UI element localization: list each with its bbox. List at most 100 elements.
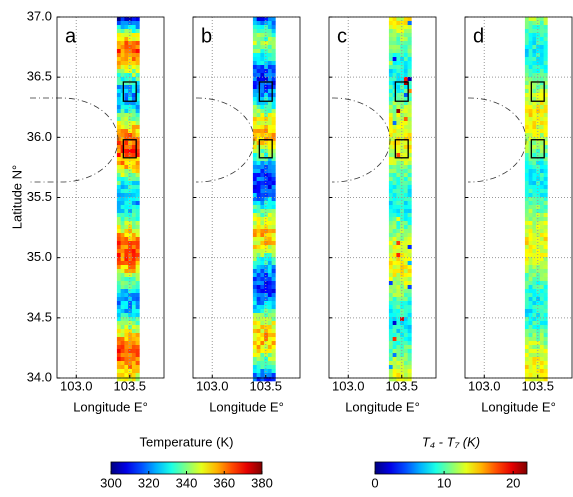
swath-pixel (407, 193, 412, 198)
swath-pixel (116, 349, 121, 354)
swath-pixel (396, 325, 401, 330)
swath-pixel (524, 85, 529, 90)
swath-pixel (532, 149, 537, 154)
swath-pixel (116, 221, 121, 226)
swath-pixel (260, 129, 265, 134)
swath-pixel (124, 357, 129, 362)
swath-pixel (536, 353, 541, 358)
swath-pixel (388, 329, 393, 334)
swath-pixel (128, 145, 133, 150)
swath-pixel (524, 233, 529, 238)
swath-pixel (524, 253, 529, 258)
swath-pixel (116, 285, 121, 290)
swath-pixel (116, 373, 121, 378)
swath-pixel (131, 125, 136, 130)
swath-pixel (528, 281, 533, 286)
swath-pixel (392, 89, 397, 94)
swath-pixel (539, 29, 544, 34)
swath-pixel (396, 17, 401, 22)
swath-pixel (124, 373, 129, 378)
swath-pixel (392, 45, 397, 50)
swath-pixel (532, 325, 537, 330)
swath-pixel (539, 49, 544, 54)
swath-pixel (532, 333, 537, 338)
swath-pixel (124, 317, 129, 322)
swath-pixel (267, 141, 272, 146)
swath-pixel (264, 293, 269, 298)
swath-pixel (271, 121, 276, 126)
swath-pixel (124, 345, 129, 350)
swath-pixel (532, 117, 537, 122)
swath-pixel (120, 297, 125, 302)
swath-pixel (536, 121, 541, 126)
swath-pixel (392, 305, 397, 310)
swath-pixel (392, 109, 397, 114)
swath-pixel (264, 329, 269, 334)
swath-pixel (524, 337, 529, 342)
swath-pixel (264, 377, 269, 382)
swath-pixel (396, 365, 401, 370)
swath-pixel (116, 153, 121, 158)
swath-pixel (120, 213, 125, 218)
swath-pixel (539, 297, 544, 302)
swath-pixel (256, 265, 261, 270)
swath-pixel (400, 169, 405, 174)
swath-pixel (388, 33, 393, 38)
swath-pixel (128, 377, 133, 382)
swath-pixel (388, 105, 393, 110)
swath-pixel (407, 321, 412, 326)
swath-pixel (536, 241, 541, 246)
swath-pixel (388, 93, 393, 98)
swath-pixel (396, 121, 401, 126)
swath-pixel (539, 361, 544, 366)
swath-pixel (407, 137, 412, 142)
swath-pixel (116, 217, 121, 222)
swath-pixel (403, 333, 408, 338)
swath-pixel (388, 117, 393, 122)
swath-pixel (271, 329, 276, 334)
swath-pixel (131, 173, 136, 178)
swath-pixel (392, 33, 397, 38)
swath-pixel (392, 49, 397, 54)
colorbar-tick-label: 380 (251, 475, 273, 490)
swath-pixel (135, 49, 140, 54)
swath-pixel (392, 185, 397, 190)
swath-pixel (528, 149, 533, 154)
swath-pixel (260, 361, 265, 366)
swath-pixel (407, 225, 412, 230)
swath-pixel (392, 201, 397, 206)
swath-pixel (252, 321, 257, 326)
swath-pixel (252, 93, 257, 98)
swath-pixel (260, 21, 265, 26)
swath-pixel (528, 373, 533, 378)
swath-pixel (131, 273, 136, 278)
swath-pixel (252, 153, 257, 158)
swath-pixel (392, 261, 397, 266)
swath-pixel (396, 49, 401, 54)
swath-pixel (264, 49, 269, 54)
swath-pixel (524, 245, 529, 250)
swath-pixel (396, 257, 401, 262)
swath-pixel (271, 177, 276, 182)
swath-pixel (120, 69, 125, 74)
swath-pixel (252, 221, 257, 226)
swath-pixel (388, 17, 393, 22)
swath-pixel (543, 17, 548, 22)
swath-pixel (532, 261, 537, 266)
swath-pixel (264, 277, 269, 282)
swath-pixel (536, 245, 541, 250)
swath-pixel (388, 349, 393, 354)
swath-pixel (256, 237, 261, 242)
swath-pixel (120, 29, 125, 34)
swath-pixel (131, 201, 136, 206)
swath-pixel (260, 117, 265, 122)
swath-pixel (396, 361, 401, 366)
swath-pixel (396, 181, 401, 186)
swath-pixel (532, 121, 537, 126)
swath-pixel (256, 21, 261, 26)
swath-pixel (116, 41, 121, 46)
swath-pixel (120, 141, 125, 146)
swath-pixel (128, 41, 133, 46)
swath-pixel (403, 89, 408, 94)
